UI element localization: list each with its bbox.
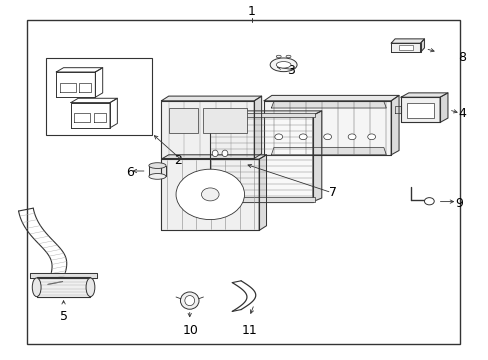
Polygon shape	[110, 98, 117, 128]
Polygon shape	[94, 113, 106, 122]
Polygon shape	[400, 97, 439, 122]
Polygon shape	[56, 68, 102, 72]
Ellipse shape	[212, 150, 218, 157]
Polygon shape	[60, 83, 76, 92]
Polygon shape	[30, 273, 97, 278]
Polygon shape	[390, 39, 424, 43]
Circle shape	[274, 134, 282, 140]
Polygon shape	[161, 159, 259, 230]
Text: 5: 5	[60, 310, 67, 323]
Polygon shape	[264, 95, 398, 101]
Polygon shape	[210, 111, 321, 115]
Polygon shape	[390, 95, 398, 155]
Bar	[46, 58, 151, 135]
Polygon shape	[95, 68, 102, 97]
Polygon shape	[37, 277, 90, 297]
Circle shape	[201, 188, 219, 201]
Circle shape	[367, 134, 375, 140]
Polygon shape	[420, 39, 424, 52]
Text: 7: 7	[328, 186, 336, 199]
Ellipse shape	[269, 58, 296, 72]
Text: 11: 11	[241, 324, 257, 337]
Polygon shape	[271, 102, 386, 108]
Polygon shape	[74, 113, 90, 122]
Polygon shape	[161, 155, 266, 159]
Text: 4: 4	[457, 107, 465, 120]
Ellipse shape	[180, 292, 199, 309]
Circle shape	[176, 169, 244, 220]
Text: 1: 1	[247, 5, 255, 18]
Polygon shape	[390, 43, 420, 52]
Polygon shape	[71, 103, 110, 128]
Text: 8: 8	[457, 51, 465, 64]
Bar	[27, 20, 459, 344]
Polygon shape	[259, 155, 266, 230]
Polygon shape	[271, 148, 386, 155]
Polygon shape	[79, 83, 91, 92]
Ellipse shape	[276, 62, 290, 68]
Text: 6: 6	[125, 166, 133, 179]
Polygon shape	[161, 96, 261, 101]
Circle shape	[323, 134, 331, 140]
Polygon shape	[56, 72, 95, 97]
Bar	[406, 103, 433, 118]
Circle shape	[347, 134, 355, 140]
Text: 3: 3	[286, 64, 294, 77]
Polygon shape	[264, 101, 390, 155]
Bar	[203, 108, 246, 133]
Ellipse shape	[184, 296, 194, 306]
Text: 9: 9	[455, 197, 463, 210]
Polygon shape	[161, 101, 254, 158]
Ellipse shape	[86, 278, 95, 297]
Polygon shape	[210, 115, 312, 202]
Ellipse shape	[32, 278, 41, 297]
Polygon shape	[400, 93, 447, 97]
Circle shape	[424, 198, 433, 205]
Polygon shape	[149, 166, 166, 176]
Ellipse shape	[148, 174, 166, 179]
Text: 10: 10	[183, 324, 198, 337]
Bar	[207, 113, 315, 117]
Circle shape	[299, 134, 306, 140]
Polygon shape	[312, 111, 321, 202]
Polygon shape	[71, 98, 117, 103]
Ellipse shape	[285, 55, 290, 58]
Bar	[207, 197, 315, 202]
Bar	[168, 108, 198, 133]
Text: 2: 2	[174, 154, 182, 167]
Ellipse shape	[276, 55, 281, 58]
Bar	[398, 45, 412, 50]
Polygon shape	[254, 96, 261, 158]
Polygon shape	[394, 106, 400, 113]
Ellipse shape	[148, 163, 166, 168]
Polygon shape	[439, 93, 447, 122]
Ellipse shape	[222, 150, 227, 157]
